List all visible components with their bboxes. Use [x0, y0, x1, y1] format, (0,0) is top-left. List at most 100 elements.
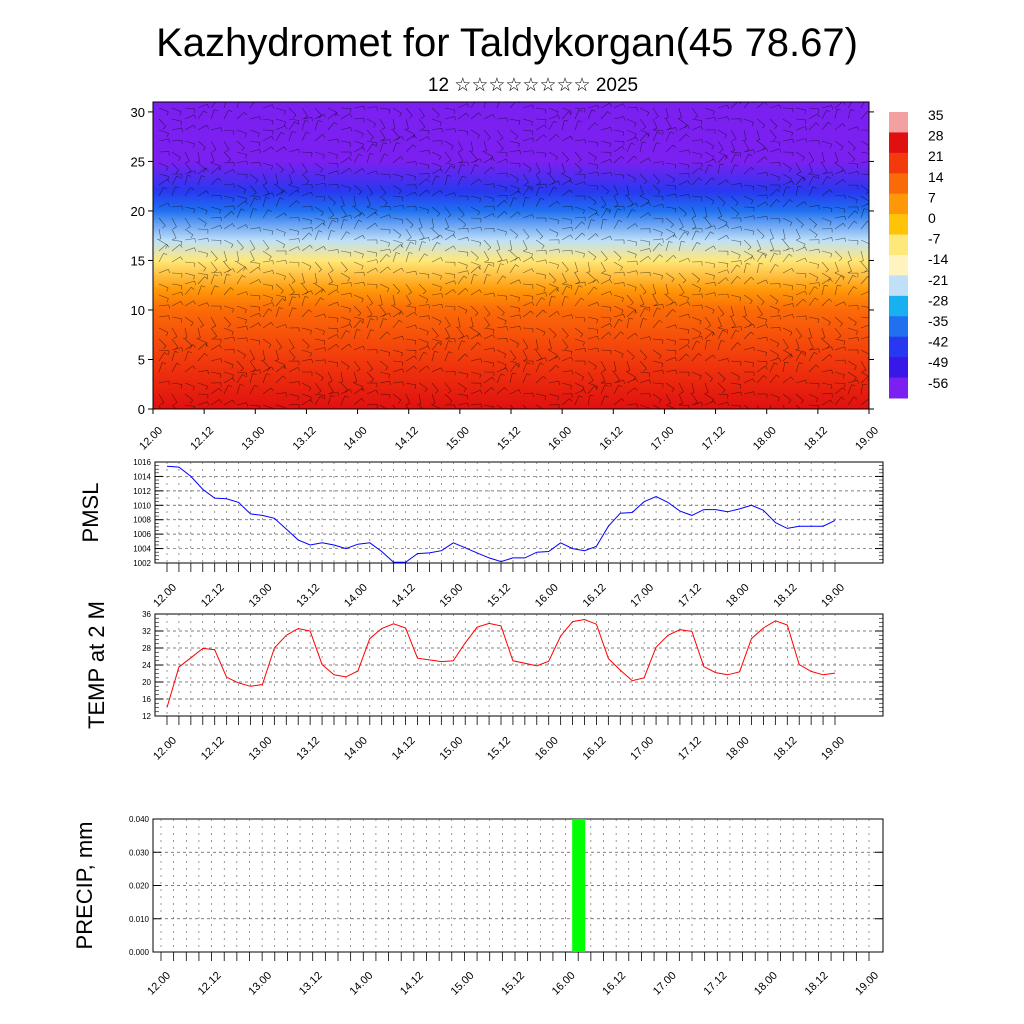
- x-tick-label: 14.12: [398, 970, 426, 998]
- x-tick-label: 18.00: [724, 735, 752, 763]
- x-tick-label: 18.00: [751, 425, 779, 453]
- x-tick-label: 14.00: [347, 970, 375, 998]
- x-tick-label: 15.00: [444, 425, 472, 453]
- y-tick-label: 0.040: [129, 815, 150, 824]
- cross-section-panel: 0 5 10 15 20 25 30 12.00 12.12 13.00 13.12 14.00 14.…: [131, 101, 881, 453]
- colorbar-label: -56: [928, 375, 948, 391]
- y-tick-label: 0.000: [129, 948, 150, 957]
- y-tick-label: 20: [131, 204, 145, 219]
- x-tick-label: 13.00: [247, 582, 275, 610]
- colorbar-label: -21: [928, 272, 948, 288]
- y-axis-label: PMSL: [78, 483, 103, 543]
- x-tick-label: 19.00: [819, 582, 847, 610]
- x-tick-label: 15.12: [485, 735, 513, 763]
- x-tick-label: 13.00: [247, 735, 275, 763]
- x-tick-label: 17.12: [701, 970, 729, 998]
- y-tick-label: 16: [142, 695, 151, 704]
- y-tick-label: 15: [131, 253, 145, 268]
- y-axis-label: PRECIP, mm: [72, 822, 97, 950]
- colorbar-label: 14: [928, 169, 944, 185]
- colorbar-label: -42: [928, 334, 948, 350]
- colorbar-swatch: [889, 295, 908, 317]
- x-tick-label: 13.00: [246, 970, 274, 998]
- y-tick-label: 25: [131, 154, 145, 169]
- x-tick-label: 15.12: [485, 582, 513, 610]
- pmsl-panel: 1002 1004 1006 1008 1010 1012 1014 1016 12.00 12.…: [78, 458, 884, 610]
- x-tick-label: 17.00: [628, 582, 656, 610]
- chart-subtitle: 12 ☆☆☆☆☆☆☆☆ 2025: [428, 75, 638, 96]
- x-tick-label: 12.00: [145, 970, 173, 998]
- y-tick-label: 1012: [133, 487, 151, 496]
- x-tick-label: 14.12: [390, 582, 418, 610]
- x-tick-label: 13.12: [291, 425, 319, 453]
- y-tick-label: 20: [142, 678, 151, 687]
- colorbar-label: 35: [928, 107, 944, 123]
- x-tick-label: 12.00: [137, 425, 165, 453]
- colorbar-label: -14: [928, 251, 948, 267]
- colorbar-swatch: [889, 316, 908, 338]
- x-tick-label: 13.12: [294, 735, 322, 763]
- temperature-field: [153, 102, 869, 409]
- x-tick-label: 17.12: [676, 582, 704, 610]
- x-tick-label: 18.00: [752, 970, 780, 998]
- colorbar-swatch: [889, 234, 908, 256]
- x-tick-label: 19.00: [819, 735, 847, 763]
- x-tick-label: 16.00: [550, 970, 578, 998]
- x-tick-label: 17.12: [676, 735, 704, 763]
- y-tick-label: 1014: [133, 472, 151, 481]
- y-tick-label: 30: [131, 105, 145, 120]
- y-tick-label: 0.030: [129, 848, 150, 857]
- x-tick-label: 18.12: [771, 735, 799, 763]
- x-tick-label: 12.00: [151, 582, 179, 610]
- x-tick-label: 13.00: [239, 425, 267, 453]
- y-tick-label: 1002: [133, 559, 151, 568]
- x-tick-label: 18.12: [771, 582, 799, 610]
- x-tick-label: 17.00: [651, 970, 679, 998]
- colorbar-swatch: [889, 275, 908, 297]
- chart-title: Kazhydromet for Taldykorgan(45 78.67): [156, 21, 858, 65]
- x-tick-label: 13.12: [297, 970, 325, 998]
- colorbar-label: -28: [928, 292, 948, 308]
- colorbar-swatch: [889, 357, 908, 379]
- x-tick-label: 15.12: [499, 970, 527, 998]
- y-tick-label: 24: [142, 661, 151, 670]
- x-tick-label: 16.12: [581, 582, 609, 610]
- x-tick-label: 14.00: [342, 582, 370, 610]
- x-tick-label: 15.12: [495, 425, 523, 453]
- x-tick-label: 12.12: [199, 582, 227, 610]
- x-tick-label: 14.00: [342, 425, 370, 453]
- x-tick-label: 19.00: [853, 425, 881, 453]
- colorbar-swatch: [889, 377, 908, 399]
- x-tick-label: 16.12: [581, 735, 609, 763]
- x-tick-label: 14.12: [393, 425, 421, 453]
- x-tick-label: 15.00: [437, 735, 465, 763]
- series-line: [166, 618, 836, 708]
- precip-bar: [572, 819, 586, 952]
- colorbar-swatch: [889, 173, 908, 195]
- colorbar-swatch: [889, 193, 908, 215]
- y-tick-label: 32: [142, 627, 151, 636]
- x-tick-label: 12.00: [151, 735, 179, 763]
- colorbar-label: -35: [928, 313, 948, 329]
- colorbar-label: -49: [928, 354, 948, 370]
- colorbar-swatch: [889, 214, 908, 236]
- x-tick-label: 14.00: [342, 735, 370, 763]
- colorbar-label: 7: [928, 189, 936, 205]
- x-tick-label: 13.12: [294, 582, 322, 610]
- x-tick-label: 17.00: [649, 425, 677, 453]
- colorbar-label: 28: [928, 128, 944, 144]
- y-tick-label: 0.020: [129, 882, 150, 891]
- y-tick-label: 1004: [133, 545, 151, 554]
- colorbar-label: -7: [928, 231, 941, 247]
- series-line: [166, 465, 836, 563]
- x-tick-label: 14.12: [390, 735, 418, 763]
- y-tick-label: 0.010: [129, 915, 150, 924]
- colorbar-label: 0: [928, 210, 936, 226]
- x-tick-label: 16.00: [546, 425, 574, 453]
- colorbar-swatch: [889, 255, 908, 276]
- y-tick-label: 12: [142, 712, 151, 721]
- x-tick-label: 16.12: [600, 970, 628, 998]
- x-tick-label: 16.12: [597, 425, 625, 453]
- x-tick-label: 18.12: [803, 970, 831, 998]
